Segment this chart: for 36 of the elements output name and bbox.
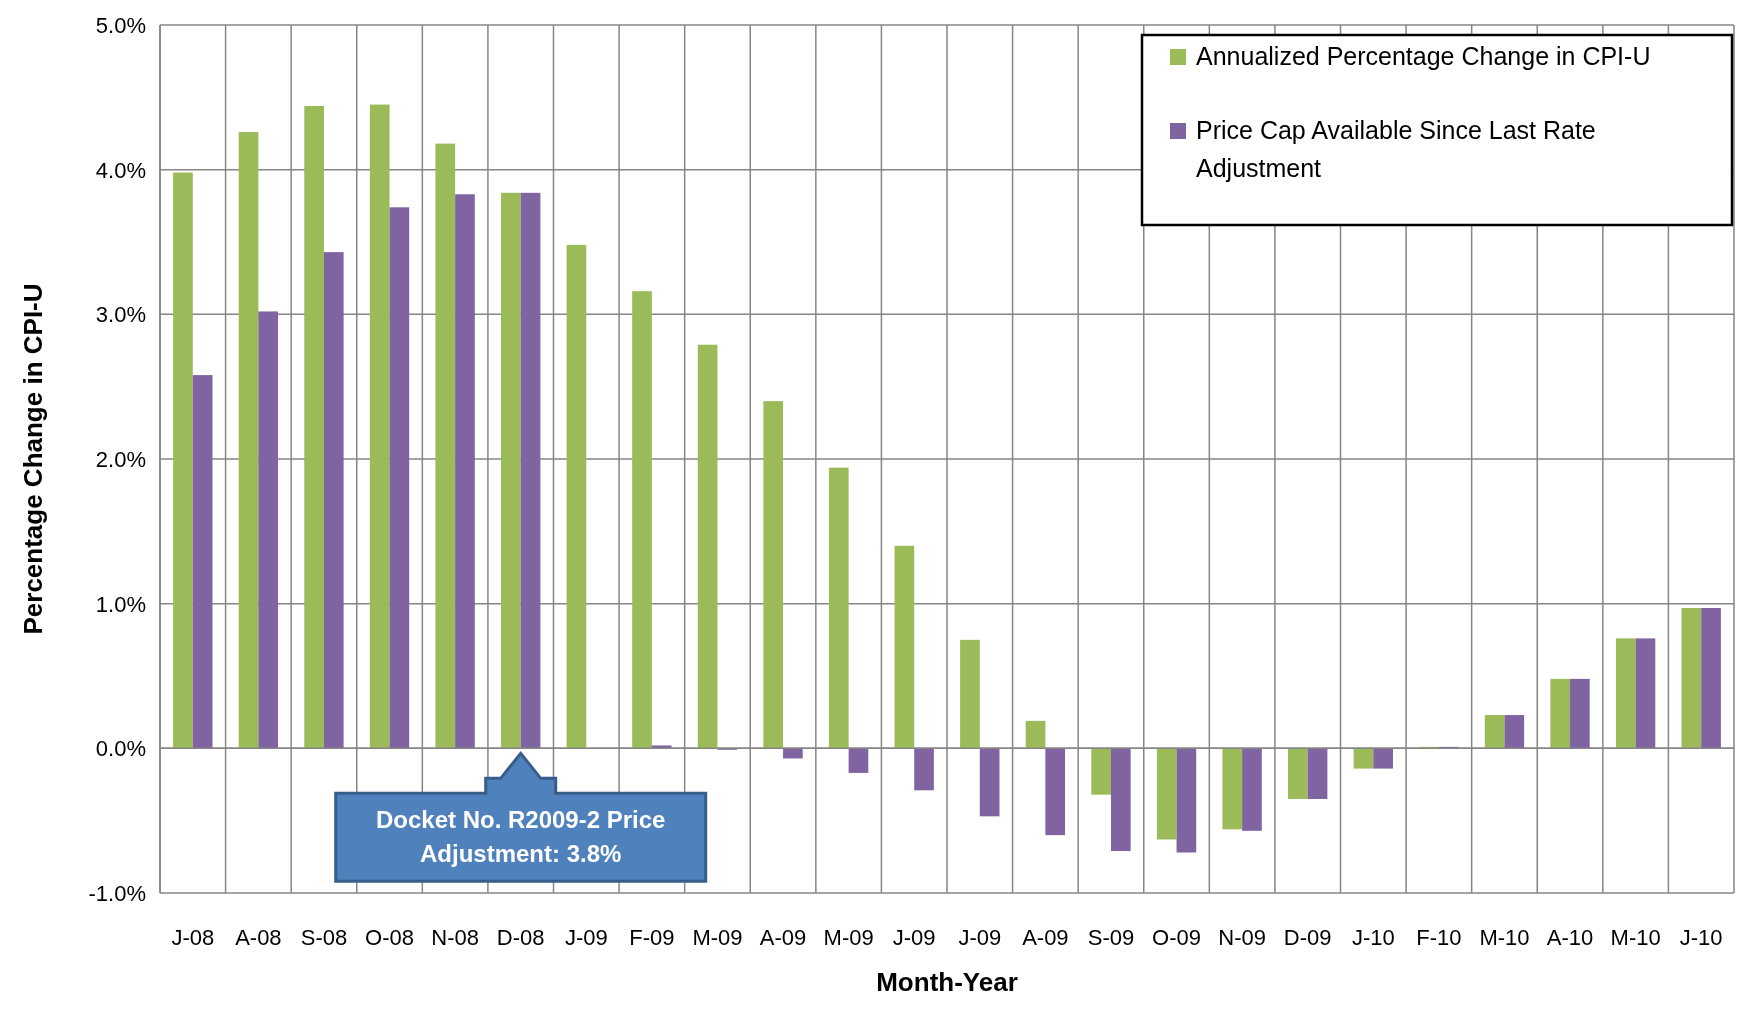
x-tick-label: S-09	[1087, 925, 1135, 950]
x-tick-label: S-08	[300, 925, 348, 950]
x-tick-label: A-09	[759, 925, 807, 950]
x-tick-label: D-09	[1283, 925, 1332, 950]
x-tick-label: M-09	[692, 925, 743, 950]
x-tick-label: J-09	[892, 925, 936, 950]
x-tick-label: J-10	[1679, 925, 1723, 950]
legend-label: Annualized Percentage Change in CPI-U	[1196, 42, 1651, 70]
y-tick-label: 0.0%	[95, 736, 146, 762]
x-tick-label: A-08	[235, 925, 282, 950]
y-tick-label: 3.0%	[95, 302, 146, 328]
x-tick-label: O-08	[365, 925, 414, 950]
x-tick-label: A-10	[1546, 925, 1594, 950]
x-tick-label: O-09	[1152, 925, 1201, 950]
legend-label: Price Cap Available Since Last Rate Adjustment	[1196, 116, 1596, 182]
x-tick-label: N-09	[1218, 925, 1266, 950]
x-tick-label: J-09	[958, 925, 1002, 950]
y-tick-label: 5.0%	[95, 13, 146, 38]
x-tick-label: M-10	[1479, 925, 1530, 950]
y-tick-label: 1.0%	[95, 591, 146, 617]
x-tick-label: J-09	[564, 925, 608, 950]
y-tick-label: 4.0%	[95, 157, 146, 183]
x-tick-label: F-10	[1416, 925, 1462, 950]
x-tick-label: M-09	[823, 925, 874, 950]
x-tick-label: A-09	[1022, 925, 1069, 950]
y-tick-label: -1.0%	[88, 881, 146, 906]
x-tick-label: N-08	[431, 925, 479, 950]
y-axis-title: Percentage Change in CPI-U	[18, 283, 48, 635]
annotation: Docket No. R2009-2 Price Adjustment: 3.8%	[375, 806, 666, 868]
x-tick-label: M-10	[1610, 925, 1661, 950]
x-axis-title: Month-Year	[876, 967, 1018, 997]
x-tick-label: F-09	[629, 925, 675, 950]
x-tick-label: J-08	[171, 925, 215, 950]
y-tick-label: 2.0%	[95, 447, 146, 472]
x-tick-label: J-10	[1351, 925, 1395, 950]
x-tick-label: D-08	[496, 925, 545, 950]
